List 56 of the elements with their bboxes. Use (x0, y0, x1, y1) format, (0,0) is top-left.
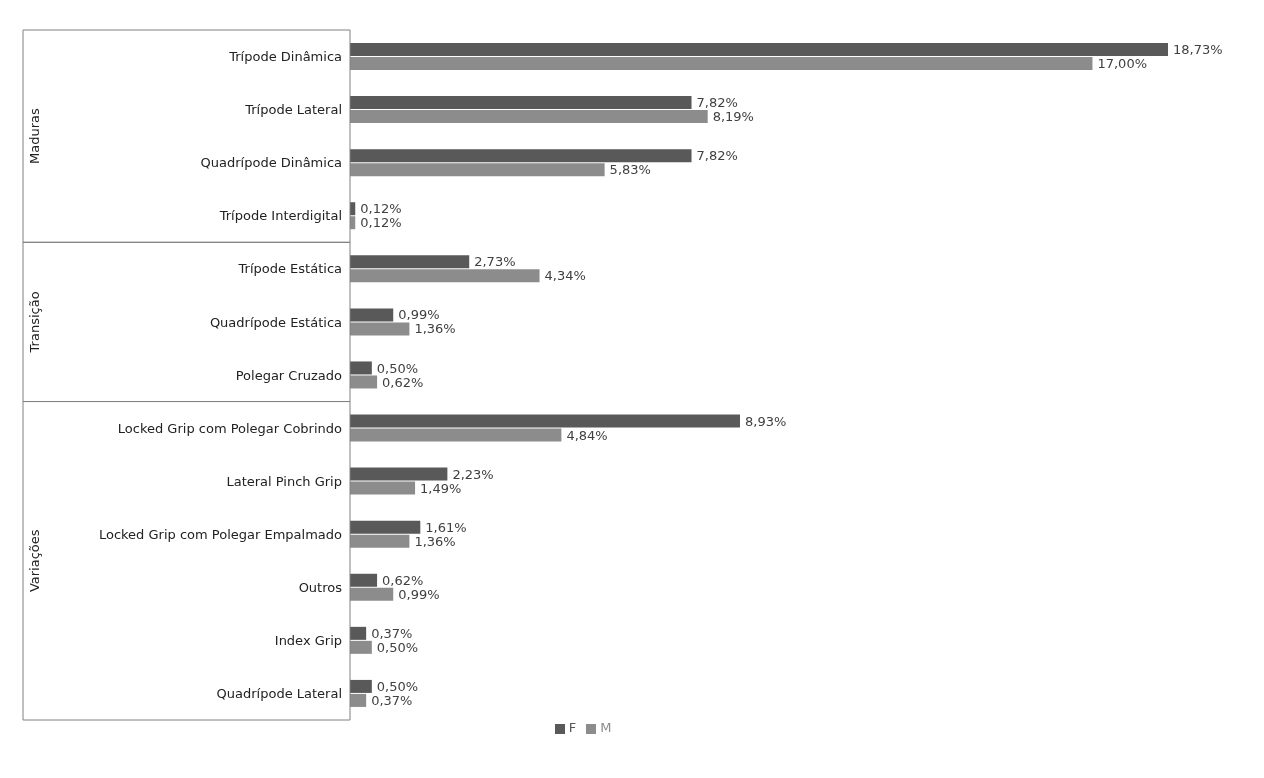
data-label: 0,99% (398, 586, 440, 602)
legend-label: M (600, 720, 612, 735)
text: Maduras (27, 108, 42, 165)
y-tick-label: Locked Grip com Polegar Empalmado (98, 526, 343, 542)
data-label: 17,00% (1097, 56, 1148, 72)
bar (350, 43, 1168, 56)
data-label: 8,93% (745, 413, 787, 429)
data-label: 2,73% (474, 254, 516, 270)
data-label: 0,37% (371, 692, 413, 708)
data-label: 0,50% (376, 360, 419, 376)
bar (350, 308, 394, 322)
data-label: 1,36% (414, 533, 456, 549)
data-label: 4,34% (544, 268, 586, 284)
y-tick-label: Trípode Estática (237, 261, 342, 277)
y-tick-label: Trípode Dinâmica (228, 49, 342, 65)
data-label: 0,50% (376, 639, 419, 655)
data-label: 0,37% (371, 625, 413, 641)
bar (350, 679, 372, 693)
data-label: 7,82% (696, 148, 738, 164)
data-label: 0,12% (360, 201, 402, 217)
y-tick-label: Locked Grip com Polegar Cobrindo (117, 420, 343, 436)
bar (350, 96, 692, 110)
data-label: 0,12% (360, 215, 402, 231)
bar (350, 573, 378, 587)
data-label: 1,61% (425, 519, 467, 535)
y-tick-label: Lateral Pinch Grip (226, 473, 342, 489)
bar (350, 626, 367, 640)
bar (350, 520, 421, 534)
data-label: 5,83% (609, 162, 651, 178)
y-tick-label: Quadrípode Estática (209, 314, 342, 330)
data-label: 0,50% (376, 678, 419, 694)
bar (350, 414, 740, 428)
text: Transição (27, 291, 42, 354)
text: Variações (27, 529, 42, 593)
y-tick-label: Quadrípode Lateral (216, 686, 342, 702)
data-label: 2,23% (452, 466, 494, 482)
y-tick-label: Trípode Interdigital (218, 208, 342, 224)
data-label: 18,73% (1173, 42, 1223, 58)
legend-label: F (568, 720, 577, 735)
bar (350, 149, 692, 163)
data-label: 0,62% (382, 374, 424, 390)
data-label: 4,84% (566, 427, 608, 443)
data-label: 1,49% (420, 480, 462, 496)
data-label: 0,62% (382, 572, 424, 588)
y-tick-label: Quadrípode Dinâmica (200, 155, 342, 171)
y-tick-label: Outros (298, 579, 343, 595)
bar (350, 467, 448, 481)
bar (350, 255, 470, 269)
bar (350, 361, 372, 375)
data-label: 0,99% (398, 307, 440, 323)
y-tick-label: Polegar Cruzado (235, 367, 343, 383)
y-tick-label: Trípode Lateral (244, 102, 342, 118)
data-label: 8,19% (712, 109, 754, 125)
data-label: 1,36% (414, 321, 456, 337)
data-label: 7,82% (696, 95, 738, 111)
y-tick-label: Index Grip (274, 633, 342, 648)
